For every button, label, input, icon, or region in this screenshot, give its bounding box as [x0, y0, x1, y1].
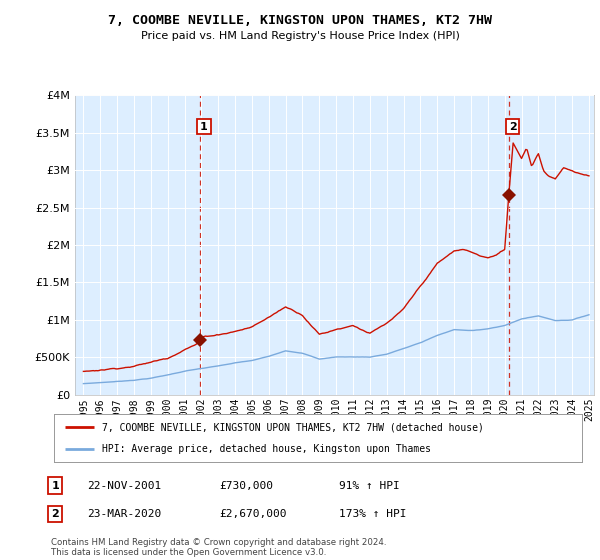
Text: £730,000: £730,000 — [219, 480, 273, 491]
Text: 7, COOMBE NEVILLE, KINGSTON UPON THAMES, KT2 7HW: 7, COOMBE NEVILLE, KINGSTON UPON THAMES,… — [108, 14, 492, 27]
Text: £2,670,000: £2,670,000 — [219, 509, 287, 519]
Text: 22-NOV-2001: 22-NOV-2001 — [87, 480, 161, 491]
Text: 7, COOMBE NEVILLE, KINGSTON UPON THAMES, KT2 7HW (detached house): 7, COOMBE NEVILLE, KINGSTON UPON THAMES,… — [101, 422, 484, 432]
Text: HPI: Average price, detached house, Kingston upon Thames: HPI: Average price, detached house, King… — [101, 444, 431, 454]
Text: 91% ↑ HPI: 91% ↑ HPI — [339, 480, 400, 491]
Text: 2: 2 — [509, 122, 517, 132]
Text: Contains HM Land Registry data © Crown copyright and database right 2024.
This d: Contains HM Land Registry data © Crown c… — [51, 538, 386, 557]
Text: 1: 1 — [200, 122, 208, 132]
Text: 2: 2 — [52, 509, 59, 519]
Text: 173% ↑ HPI: 173% ↑ HPI — [339, 509, 407, 519]
Text: Price paid vs. HM Land Registry's House Price Index (HPI): Price paid vs. HM Land Registry's House … — [140, 31, 460, 41]
Text: 23-MAR-2020: 23-MAR-2020 — [87, 509, 161, 519]
Text: 1: 1 — [52, 480, 59, 491]
